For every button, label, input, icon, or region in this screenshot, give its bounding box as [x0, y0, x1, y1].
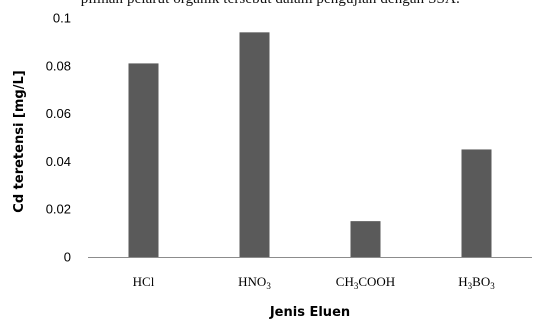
y-tick-label: 0.04 — [46, 154, 71, 169]
bar-hcl — [128, 63, 159, 257]
x-tick-label: H3BO3 — [458, 274, 495, 291]
bar-ch3cooh — [350, 221, 381, 257]
y-tick-label: 0 — [64, 250, 71, 265]
y-tick-label: 0.1 — [53, 11, 71, 26]
y-axis-ticks: 0 0.02 0.04 0.06 0.08 0.1 — [46, 11, 71, 265]
x-tick-label: HCl — [133, 274, 155, 289]
y-tick-label: 0.08 — [46, 58, 71, 73]
page-header-text: pilihan pelarut organik tersebut dalam p… — [0, 0, 541, 9]
x-tick-label: HNO3 — [238, 274, 271, 291]
x-axis-title: Jenis Eluen — [269, 305, 350, 320]
bars-group — [128, 32, 492, 258]
y-axis-title: Cd teretensi [mg/L] — [12, 70, 27, 212]
bar-h3bo3 — [461, 149, 492, 257]
x-axis-categories: HCl HNO3 CH3COOH H3BO3 — [133, 274, 496, 291]
x-tick-label: CH3COOH — [336, 274, 395, 291]
bar-hno3 — [239, 32, 270, 258]
y-tick-label: 0.06 — [46, 106, 71, 121]
y-tick-label: 0.02 — [46, 202, 71, 217]
